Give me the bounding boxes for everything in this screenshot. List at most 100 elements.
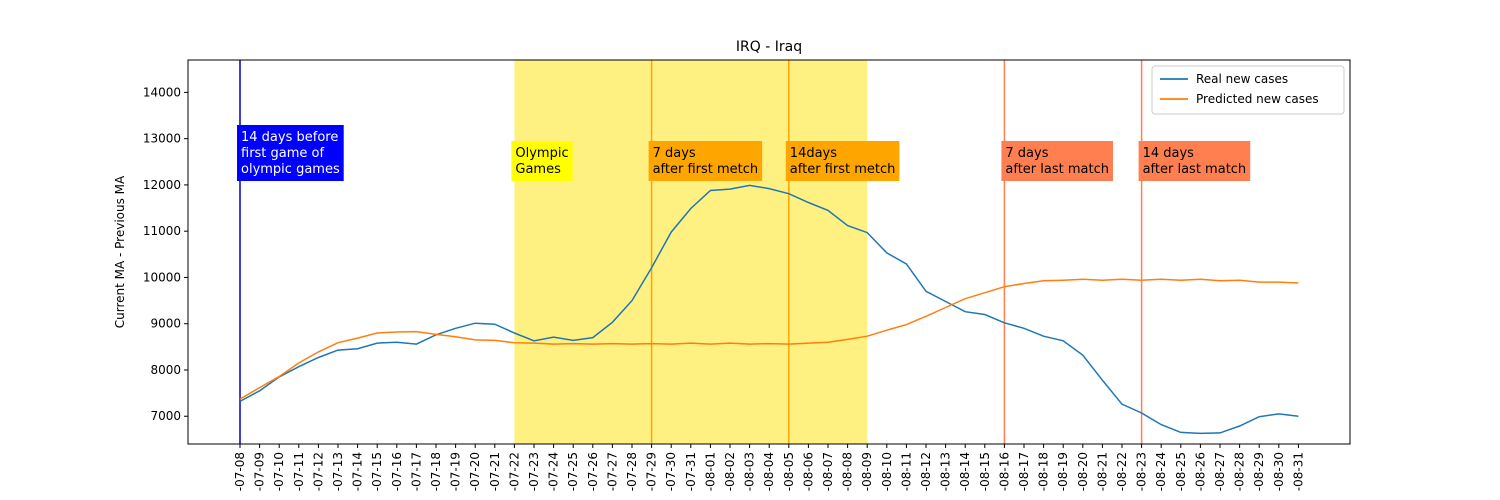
x-tick-label: -07-17 [409,452,423,491]
y-tick-label: 14000 [143,85,181,99]
x-tick-label: -08-15 [978,452,992,491]
x-tick-label: -08-01 [703,452,717,491]
event-label-line: first game of [241,146,325,161]
x-tick-label: -08-31 [1291,452,1305,491]
x-tick-label: -08-03 [743,452,757,491]
x-tick-label: -08-18 [1037,452,1051,491]
event-label-line: after first metch [653,162,759,177]
x-tick-label: -07-28 [625,452,639,491]
y-tick-label: 12000 [143,178,181,192]
x-tick-label: -07-12 [311,452,325,491]
x-tick-label: -08-14 [958,452,972,491]
x-tick-label: -08-22 [1115,452,1129,491]
x-tick-label: -08-23 [1135,452,1149,491]
chart-title: IRQ - Iraq [736,39,802,55]
x-tick-label: -07-29 [645,452,659,491]
x-tick-label: -08-17 [1017,452,1031,491]
x-tick-label: -07-21 [488,452,502,491]
x-tick-label: -08-20 [1076,452,1090,491]
event-lines [239,60,1143,444]
legend-label-1: Predicted new cases [1196,92,1319,106]
y-axis-label: Current MA - Previous MA [113,175,127,328]
x-tick-label: -07-15 [370,452,384,491]
series-lines [239,184,1299,435]
x-tick-label: -07-25 [566,452,580,491]
y-tick-label: 13000 [143,132,181,146]
event-label-box [1138,141,1251,181]
y-axis: 7000 8000 9000 10000 11000 12000 13000 14000 [143,85,188,423]
x-tick-label: -08-10 [880,452,894,491]
y-tick-label: 7000 [150,409,181,423]
x-tick-label: -07-22 [507,452,521,491]
legend-box [1151,65,1345,115]
event-label-box [1001,141,1113,181]
x-tick-label: -07-27 [605,452,619,491]
event-label-line: after last match [1005,162,1109,177]
event-label-box [511,141,573,181]
y-tick-label: 10000 [143,270,181,284]
x-tick-label: -07-24 [547,452,561,491]
x-tick-label: -08-11 [899,452,913,491]
x-tick-label: -08-19 [1056,452,1070,491]
event-label-line: 7 days [653,146,696,161]
event-label-line: 14 days [1143,146,1195,161]
x-tick-label: -08-26 [1193,452,1207,491]
x-tick-label: -07-20 [468,452,482,491]
olympic-period-shading [514,60,868,444]
event-label-line: Games [515,162,561,177]
x-tick-label: -08-16 [997,452,1011,491]
x-tick-label: -07-14 [351,452,365,491]
x-tick-label: -07-16 [390,452,404,491]
series-line-0 [239,184,1299,435]
event-label-box [648,141,763,181]
x-tick-label: -08-08 [841,452,855,491]
x-tick-label: -08-29 [1252,452,1266,491]
event-label-box [785,141,900,181]
x-tick-label: -07-11 [292,452,306,491]
y-tick-label: 8000 [150,363,181,377]
x-tick-label: -07-30 [664,452,678,491]
event-label-line: after last match [1143,162,1247,177]
legend-label-0: Real new cases [1196,72,1288,86]
x-tick-label: -08-06 [801,452,815,491]
event-label-line: olympic games [241,162,340,177]
x-tick-label: -07-26 [586,452,600,491]
legend: Real new cases Predicted new cases [1151,65,1345,115]
x-tick-label: -08-30 [1272,452,1286,491]
plot-frame [187,59,1351,445]
x-tick-label: -07-10 [272,452,286,491]
x-tick-label: -07-09 [253,452,267,491]
x-tick-label: -07-18 [429,452,443,491]
event-label-line: after first metch [790,162,896,177]
x-tick-label: -08-02 [723,452,737,491]
event-label-line: 14 days before [241,130,338,145]
x-tick-label: -08-28 [1233,452,1247,491]
x-tick-label: -07-31 [684,452,698,491]
event-label-box [237,125,344,181]
event-label-line: 7 days [1005,146,1048,161]
plot-background [514,60,868,444]
x-tick-label: -07-23 [527,452,541,491]
x-tick-label: -08-21 [1095,452,1109,491]
x-tick-label: -08-12 [919,452,933,491]
x-tick-label: -07-13 [331,452,345,491]
x-tick-label: -07-08 [233,452,247,491]
x-tick-label: -08-09 [860,452,874,491]
event-label-line: Olympic [515,146,568,161]
y-tick-label: 9000 [150,317,181,331]
x-tick-label: -08-25 [1174,452,1188,491]
x-tick-label: -08-27 [1213,452,1227,491]
y-tick-label: 11000 [143,224,181,238]
x-tick-label: -08-05 [782,452,796,491]
x-tick-label: -07-19 [449,452,463,491]
event-label-line: 14days [790,146,837,161]
x-tick-label: -08-24 [1154,452,1168,491]
